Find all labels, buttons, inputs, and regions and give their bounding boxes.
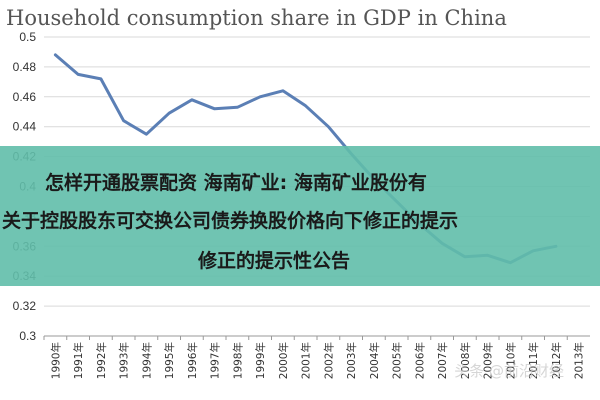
x-tick-label: 2001年 bbox=[300, 342, 313, 379]
x-tick-label: 2010年 bbox=[504, 342, 517, 379]
watermark-text: 头条 @前沿财经 bbox=[454, 362, 564, 380]
x-tick-label: 2007年 bbox=[436, 342, 449, 379]
x-tick-label: 2013年 bbox=[573, 342, 586, 379]
x-tick-label: 2008年 bbox=[459, 342, 472, 379]
y-tick-label: 0.5 bbox=[19, 30, 36, 44]
y-tick-label: 0.3 bbox=[19, 329, 36, 343]
y-tick-label: 0.32 bbox=[13, 299, 37, 313]
x-tick-label: 1997年 bbox=[209, 342, 222, 379]
x-tick-label: 2000年 bbox=[277, 342, 290, 379]
y-tick-label: 0.48 bbox=[13, 60, 37, 74]
x-tick-label: 2004年 bbox=[368, 342, 381, 379]
x-tick-label: 1998年 bbox=[231, 342, 244, 379]
banner-line-3: 修正的提示性公告 bbox=[198, 250, 351, 272]
x-axis-ticks: 1990年 1991年 1992年 1993年 1994年 1995年 1996年 1997年… bbox=[43, 335, 590, 379]
banner-line-2: 关于控股股东可交换公司债券换股价格向下修正的提示 bbox=[2, 210, 459, 232]
overlay-banner[interactable]: 怎样开通股票配资 海南矿业: 海南矿业股份有 关于控股股东可交换公司债券换股价格… bbox=[0, 146, 600, 286]
banner-line-1: 怎样开通股票配资 海南矿业: 海南矿业股份有 bbox=[45, 172, 427, 194]
x-tick-label: 1992年 bbox=[95, 342, 108, 379]
x-tick-label: 1991年 bbox=[72, 342, 85, 379]
y-tick-label: 0.44 bbox=[13, 120, 37, 134]
x-tick-label: 1995年 bbox=[163, 342, 176, 379]
x-tick-label: 2006年 bbox=[413, 342, 426, 379]
y-tick-label: 0.46 bbox=[13, 90, 37, 104]
x-tick-label: 1990年 bbox=[49, 342, 62, 379]
x-tick-label: 2011年 bbox=[527, 342, 540, 379]
x-tick-label: 2003年 bbox=[345, 342, 358, 379]
x-tick-label: 2005年 bbox=[391, 342, 404, 379]
x-tick-label: 1994年 bbox=[140, 342, 153, 379]
chart-title: Household consumption share in GDP in Ch… bbox=[6, 6, 507, 30]
x-tick-label: 1999年 bbox=[254, 342, 267, 379]
x-tick-label: 2012年 bbox=[550, 342, 563, 379]
x-tick-label: 1996年 bbox=[186, 342, 199, 379]
x-tick-label: 2002年 bbox=[322, 342, 335, 379]
x-tick-label: 1993年 bbox=[118, 342, 131, 379]
x-tick-label: 2009年 bbox=[482, 342, 495, 379]
